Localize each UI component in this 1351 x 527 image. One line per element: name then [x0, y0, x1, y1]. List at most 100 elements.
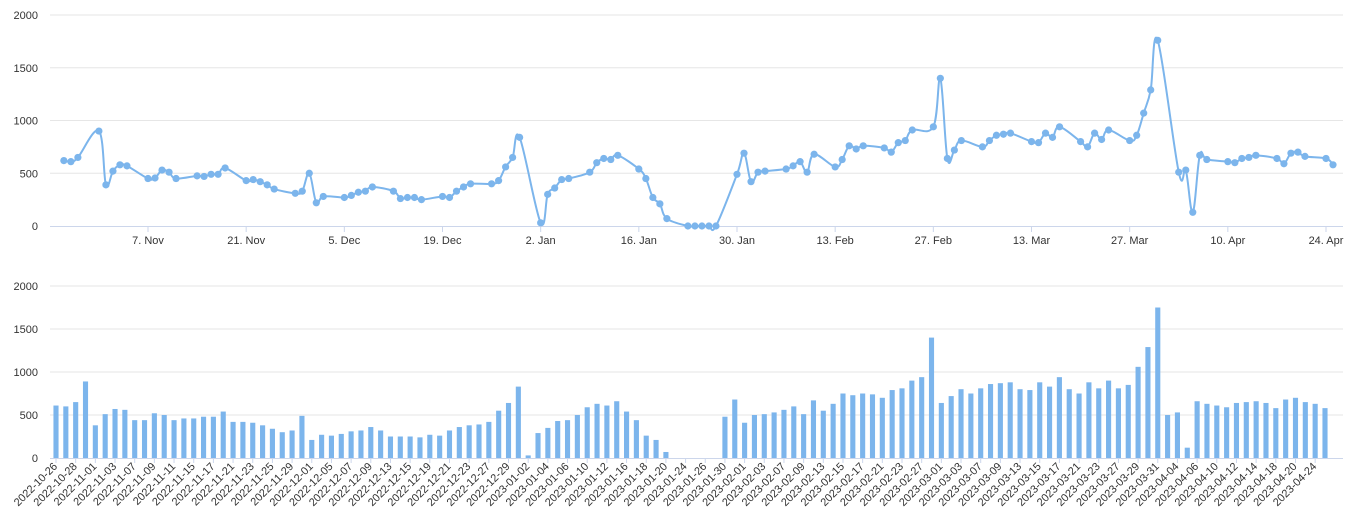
bar: [574, 415, 580, 458]
bar: [869, 394, 876, 458]
bar: [1273, 408, 1279, 458]
bar: [191, 418, 197, 458]
bar: [1263, 402, 1269, 458]
bar: [230, 421, 236, 458]
bar: [210, 416, 216, 458]
data-point: [992, 131, 1001, 139]
data-point: [207, 170, 215, 178]
data-point: [1147, 86, 1155, 94]
bar-chart-y-axis: 0 500 1000 1500 2000: [14, 281, 38, 465]
data-point: [691, 222, 699, 230]
data-point: [1189, 208, 1197, 216]
bar: [801, 414, 807, 458]
data-point: [943, 154, 951, 163]
data-point: [1154, 36, 1162, 44]
bar: [437, 435, 443, 458]
data-point: [1126, 136, 1134, 145]
x-tick-label: 13. Feb: [817, 235, 854, 247]
data-point: [1322, 154, 1330, 163]
bar: [840, 393, 846, 458]
bar: [1283, 399, 1289, 458]
data-point: [698, 222, 706, 230]
bar: [260, 425, 266, 458]
data-point: [340, 193, 348, 202]
y-tick-label: 1500: [14, 324, 38, 336]
data-point: [502, 163, 510, 171]
bar: [73, 402, 79, 458]
x-tick-label: 27. Mar: [1111, 235, 1149, 247]
data-point: [740, 149, 748, 157]
x-tick-label: 19. Dec: [424, 235, 462, 247]
x-tick-label: 24. Apr: [1309, 235, 1344, 247]
data-point: [158, 166, 166, 174]
data-point: [214, 170, 222, 178]
bar: [830, 403, 836, 458]
bar: [899, 388, 905, 458]
data-point: [1105, 126, 1113, 134]
data-point: [705, 222, 713, 230]
x-tick-label: 16. Jan: [621, 235, 657, 247]
bar: [791, 406, 797, 458]
data-point: [1098, 135, 1106, 144]
bar: [663, 451, 669, 458]
data-point: [649, 193, 657, 202]
data-point: [263, 181, 271, 189]
bar: [63, 406, 69, 458]
bar: [1056, 377, 1062, 458]
data-point: [845, 142, 853, 150]
bar: [220, 411, 226, 458]
x-tick-label: 27. Feb: [915, 235, 952, 247]
data-point: [354, 188, 362, 196]
bar: [1017, 389, 1023, 458]
data-point: [1280, 160, 1288, 168]
data-point: [1041, 129, 1050, 137]
data-point: [144, 174, 152, 183]
bar: [122, 409, 128, 458]
bar: [1125, 384, 1131, 458]
bar-series: [53, 307, 1328, 458]
data-point: [1034, 139, 1043, 147]
data-point: [782, 165, 790, 173]
data-point: [789, 162, 797, 170]
y-tick-label: 2000: [14, 10, 38, 22]
data-point: [109, 167, 117, 175]
data-point: [614, 151, 622, 159]
data-point: [1301, 152, 1309, 160]
bar: [594, 403, 600, 458]
y-tick-label: 1500: [14, 63, 38, 75]
bar-chart-x-axis: 2022-10-262022-10-282022-11-012022-11-03…: [12, 458, 1319, 509]
data-point: [361, 187, 369, 195]
bar: [328, 435, 334, 458]
data-point: [985, 136, 994, 145]
bar: [1165, 415, 1171, 458]
bar: [771, 412, 777, 458]
bar: [1106, 380, 1112, 458]
data-point: [298, 187, 306, 195]
bar: [269, 428, 275, 458]
bar: [427, 434, 433, 458]
x-tick-label: 5. Dec: [328, 235, 360, 247]
data-point: [1133, 131, 1141, 139]
bar: [860, 393, 866, 458]
line-chart-y-axis: 0 500 1000 1500 2000: [14, 10, 38, 233]
data-point: [887, 148, 895, 156]
bar: [309, 439, 315, 458]
bar: [614, 401, 620, 458]
data-point: [1231, 159, 1239, 167]
bar: [1145, 347, 1151, 458]
bar: [505, 402, 512, 458]
bar: [407, 436, 413, 458]
bar-chart: 0 500 1000 1500 2000 2022-10-262022-10-28202…: [12, 281, 1343, 509]
data-point: [859, 142, 867, 150]
data-point: [95, 127, 103, 135]
data-point: [586, 168, 594, 176]
bar: [161, 415, 167, 458]
data-point: [165, 168, 173, 176]
bar: [358, 430, 364, 458]
bar: [141, 420, 148, 458]
data-point: [950, 146, 958, 154]
data-point: [796, 158, 804, 166]
bar: [624, 411, 630, 458]
data-point: [1287, 149, 1295, 157]
data-point: [466, 180, 475, 188]
